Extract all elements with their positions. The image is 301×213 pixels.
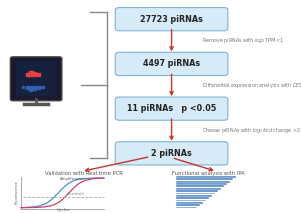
Text: Threshold: Threshold (66, 192, 84, 196)
Bar (37, 86, 40, 89)
Bar (176, 190, 218, 192)
Bar (176, 186, 224, 187)
Bar (176, 193, 215, 194)
Bar (176, 207, 197, 209)
Text: Cycles: Cycles (57, 208, 70, 212)
Text: Differential expression analysis with $\it{DESeq2}$ package: Differential expression analysis with $\… (202, 81, 301, 90)
Bar (26, 73, 29, 76)
Bar (22, 86, 24, 88)
Text: Fluorescence: Fluorescence (14, 180, 19, 204)
Text: Amplification: Amplification (60, 177, 86, 181)
Bar (176, 181, 230, 183)
Bar (176, 183, 227, 185)
Text: Choose piRNAs with $\it{log_2fold}$ change >2: Choose piRNAs with $\it{log_2fold}$ chan… (202, 126, 301, 135)
Text: Remove piRNAs with $\it{log_2TPM}$ <1: Remove piRNAs with $\it{log_2TPM}$ <1 (202, 36, 284, 45)
Bar (176, 178, 233, 180)
Text: Functional analysis with IPA: Functional analysis with IPA (172, 171, 244, 176)
Bar (37, 73, 40, 76)
FancyBboxPatch shape (115, 7, 228, 31)
Text: 11 piRNAs   p <0.05: 11 piRNAs p <0.05 (127, 104, 216, 113)
Bar (26, 86, 28, 89)
Bar (176, 188, 221, 190)
Bar (29, 86, 32, 91)
Text: 4497 piRNAs: 4497 piRNAs (143, 59, 200, 68)
Bar (41, 86, 44, 88)
Bar (33, 86, 36, 90)
Bar (176, 197, 209, 199)
Bar (33, 72, 36, 76)
Bar (176, 202, 203, 204)
Bar (16, 61, 56, 96)
Bar (176, 200, 206, 201)
Text: Validation with Real time PCR: Validation with Real time PCR (45, 171, 123, 176)
FancyBboxPatch shape (10, 57, 62, 101)
Text: 27723 piRNAs: 27723 piRNAs (140, 15, 203, 24)
Bar (29, 71, 33, 76)
Bar (176, 176, 236, 178)
Text: 2 piRNAs: 2 piRNAs (151, 149, 192, 158)
FancyBboxPatch shape (115, 97, 228, 120)
FancyBboxPatch shape (115, 142, 228, 165)
Bar (176, 204, 200, 206)
FancyBboxPatch shape (115, 52, 228, 75)
Bar (176, 195, 212, 197)
